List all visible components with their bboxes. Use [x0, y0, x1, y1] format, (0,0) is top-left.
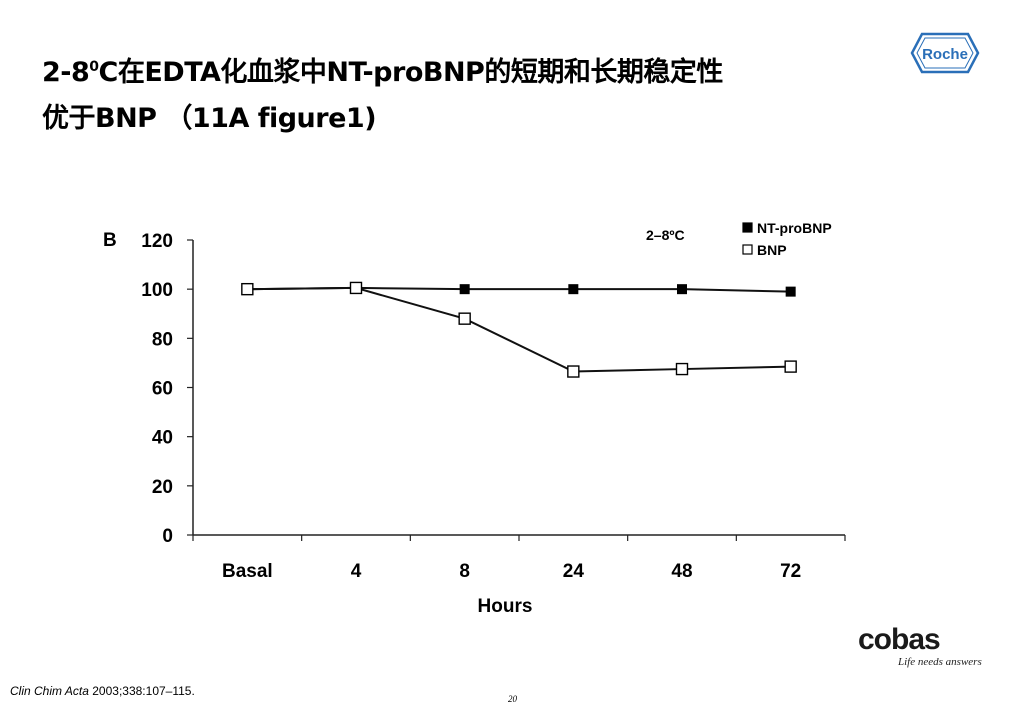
panel-label: B: [103, 230, 117, 251]
legend: NT-proBNP BNP: [742, 220, 832, 258]
x-tick-label: 8: [459, 561, 470, 582]
y-tick-label: 40: [152, 428, 173, 449]
citation-details: 2003;338:107–115.: [88, 684, 195, 698]
x-tick-label: 48: [671, 561, 692, 582]
y-axis-ticks: 0 20 40 60 80 100 120: [141, 231, 193, 547]
title-part1: 2-8: [42, 57, 90, 88]
roche-logo: Roche: [910, 32, 980, 74]
y-tick-label: 80: [152, 329, 173, 350]
cobas-text: cobas: [858, 623, 941, 656]
legend-marker-bnp: [742, 244, 753, 255]
x-axis-title: Hours: [478, 596, 533, 617]
data-point-bnp: [349, 281, 363, 295]
x-axis-ticks: Basal 4 8 24 48 72: [192, 535, 846, 582]
data-point-nt-probnp: [568, 284, 579, 295]
title-part2: C在EDTA化血浆中NT-proBNP的短期和长期稳定性: [98, 57, 724, 88]
x-tick-label: 4: [351, 561, 362, 582]
legend-label-nt-probnp: NT-proBNP: [757, 220, 832, 236]
cobas-wordmark: cobas: [858, 624, 988, 656]
title-line2: 优于BNP （11A figure1): [42, 103, 377, 134]
data-point-bnp: [675, 362, 689, 376]
data-point-bnp: [241, 282, 254, 296]
condition-label: 2–8ºC: [646, 227, 685, 243]
legend-marker-nt-probnp: [742, 222, 753, 233]
cobas-logo: cobas Life needs answers: [858, 624, 988, 669]
citation-journal: Clin Chim Acta: [10, 684, 89, 698]
y-tick-label: 100: [141, 280, 173, 301]
y-tick-label: 0: [162, 526, 173, 547]
data-point-bnp: [458, 312, 471, 325]
y-tick-label: 60: [152, 379, 173, 400]
data-point-nt-probnp: [677, 284, 687, 295]
x-tick-label: 24: [563, 561, 585, 582]
roche-logo-text: Roche: [922, 46, 968, 63]
citation: Clin Chim Acta 2003;338:107–115.: [10, 684, 195, 698]
x-tick-label: Basal: [222, 561, 273, 582]
page-number: 20: [508, 694, 517, 704]
data-point-bnp: [784, 360, 797, 373]
series-layer: [241, 281, 797, 378]
data-point-nt-probnp: [459, 284, 470, 295]
title-superscript: 0: [89, 59, 99, 75]
data-point-bnp: [567, 365, 580, 378]
data-point-nt-probnp: [785, 286, 796, 297]
chart-axes: [192, 240, 845, 536]
cobas-tagline: Life needs answers: [898, 656, 982, 668]
x-tick-label: 72: [780, 561, 801, 582]
series-line-bnp: [247, 286, 791, 373]
legend-label-bnp: BNP: [757, 242, 787, 258]
y-tick-label: 120: [141, 231, 173, 252]
y-tick-label: 20: [152, 477, 173, 498]
slide-title: 2-80C在EDTA化血浆中NT-proBNP的短期和长期稳定性 优于BNP （…: [42, 44, 802, 142]
